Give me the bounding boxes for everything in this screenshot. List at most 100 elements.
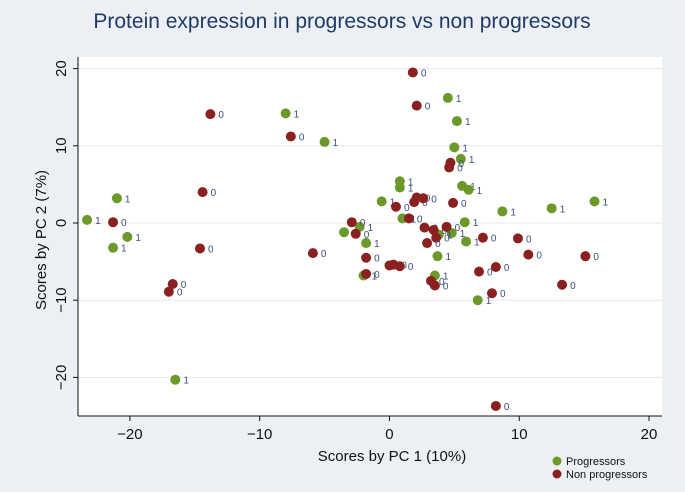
- data-point-label: 0: [458, 159, 464, 170]
- data-point: [390, 201, 401, 212]
- data-point: [339, 227, 350, 238]
- chart-title: Protein expression in progressors vs non…: [93, 10, 590, 33]
- data-point-label: 1: [462, 143, 468, 154]
- data-point-label: 1: [443, 271, 449, 282]
- data-point-label: 0: [177, 288, 183, 299]
- data-point: [459, 217, 470, 228]
- data-point-label: 1: [447, 231, 453, 242]
- data-point-label: 1: [125, 194, 131, 205]
- data-point: [442, 92, 453, 103]
- data-point-label: 1: [333, 138, 339, 149]
- data-point-label: 1: [465, 117, 471, 128]
- data-point-label: 1: [374, 239, 380, 250]
- x-tick-label: 20: [641, 426, 658, 443]
- data-point-label: 0: [593, 252, 599, 263]
- data-point-label: 1: [135, 233, 141, 244]
- data-point: [429, 280, 440, 291]
- data-point: [428, 224, 439, 235]
- data-point: [82, 214, 93, 225]
- data-point-label: 0: [439, 277, 445, 288]
- data-point-label: 0: [435, 239, 441, 250]
- data-point: [422, 238, 433, 249]
- y-axis-label: Scores by PC 2 (7%): [33, 170, 50, 310]
- data-point: [580, 251, 591, 262]
- data-point: [108, 217, 119, 228]
- data-point-label: 0: [487, 268, 493, 279]
- data-point: [490, 261, 501, 272]
- data-point-label: 0: [321, 249, 327, 260]
- data-point: [376, 196, 387, 207]
- data-point: [111, 193, 122, 204]
- data-point-label: 0: [417, 214, 423, 225]
- legend-entry: Non progressors: [566, 469, 648, 481]
- data-point-label: 1: [510, 207, 516, 218]
- data-point-label: 0: [374, 254, 380, 265]
- data-point: [403, 213, 414, 224]
- data-point: [419, 222, 430, 233]
- data-point: [455, 153, 466, 164]
- y-tick-label: −20: [53, 365, 70, 390]
- data-point-label: 1: [408, 177, 414, 188]
- data-point: [170, 374, 181, 385]
- data-point: [319, 136, 330, 147]
- data-point: [461, 236, 472, 247]
- data-point-label: 0: [374, 270, 380, 281]
- data-point-label: 0: [444, 234, 450, 245]
- series-non-progressors: 0000000000000000000000000000000000000000…: [108, 67, 599, 413]
- data-point: [490, 400, 501, 411]
- x-tick-label: −10: [247, 426, 272, 443]
- x-tick-label: −20: [117, 426, 142, 443]
- x-tick-label: 10: [511, 426, 528, 443]
- data-point: [346, 217, 357, 228]
- data-point: [441, 221, 452, 232]
- data-point: [432, 251, 443, 262]
- data-point: [122, 231, 133, 242]
- data-point: [463, 184, 474, 195]
- data-point: [197, 187, 208, 198]
- data-point-label: 0: [208, 244, 214, 255]
- data-point-label: 0: [364, 230, 370, 241]
- data-point: [394, 182, 405, 193]
- data-point: [472, 295, 483, 306]
- data-point-label: 1: [470, 182, 476, 193]
- y-tick-label: 0: [53, 219, 70, 227]
- series-progressors: 1111111111111111111111111111111: [82, 92, 609, 387]
- data-point-label: 1: [477, 186, 483, 197]
- data-point: [474, 266, 485, 277]
- data-point-label: 1: [368, 223, 374, 234]
- data-point: [411, 100, 422, 111]
- data-point: [409, 197, 420, 208]
- legend-entry: Progressors: [566, 456, 626, 468]
- data-point-label: 0: [526, 234, 532, 245]
- data-point-label: 0: [181, 280, 187, 291]
- data-point-label: 0: [431, 194, 437, 205]
- data-point: [205, 109, 216, 120]
- data-point: [557, 279, 568, 290]
- data-point-label: 0: [461, 199, 467, 210]
- data-point-label: 1: [408, 183, 414, 194]
- data-point: [451, 116, 462, 127]
- data-point-label: 1: [460, 229, 466, 240]
- data-point-label: 1: [474, 238, 480, 249]
- data-point-label: 0: [211, 188, 217, 199]
- data-point: [285, 131, 296, 142]
- data-point: [448, 197, 459, 208]
- data-point: [477, 232, 488, 243]
- data-point: [444, 162, 455, 173]
- legend-marker: [552, 469, 562, 479]
- data-point-label: 1: [456, 94, 462, 105]
- data-point-label: 1: [372, 271, 378, 282]
- data-point-label: 0: [360, 218, 366, 229]
- data-point-label: 1: [294, 109, 300, 120]
- data-point: [512, 233, 523, 244]
- data-point: [361, 238, 372, 249]
- legend-marker: [552, 456, 562, 466]
- data-point: [280, 108, 291, 119]
- data-point-label: 1: [469, 155, 475, 166]
- data-point: [497, 206, 508, 217]
- data-point-label: 1: [560, 204, 566, 215]
- data-point-label: 0: [404, 203, 410, 214]
- data-point: [108, 242, 119, 253]
- data-point-label: 0: [504, 263, 510, 274]
